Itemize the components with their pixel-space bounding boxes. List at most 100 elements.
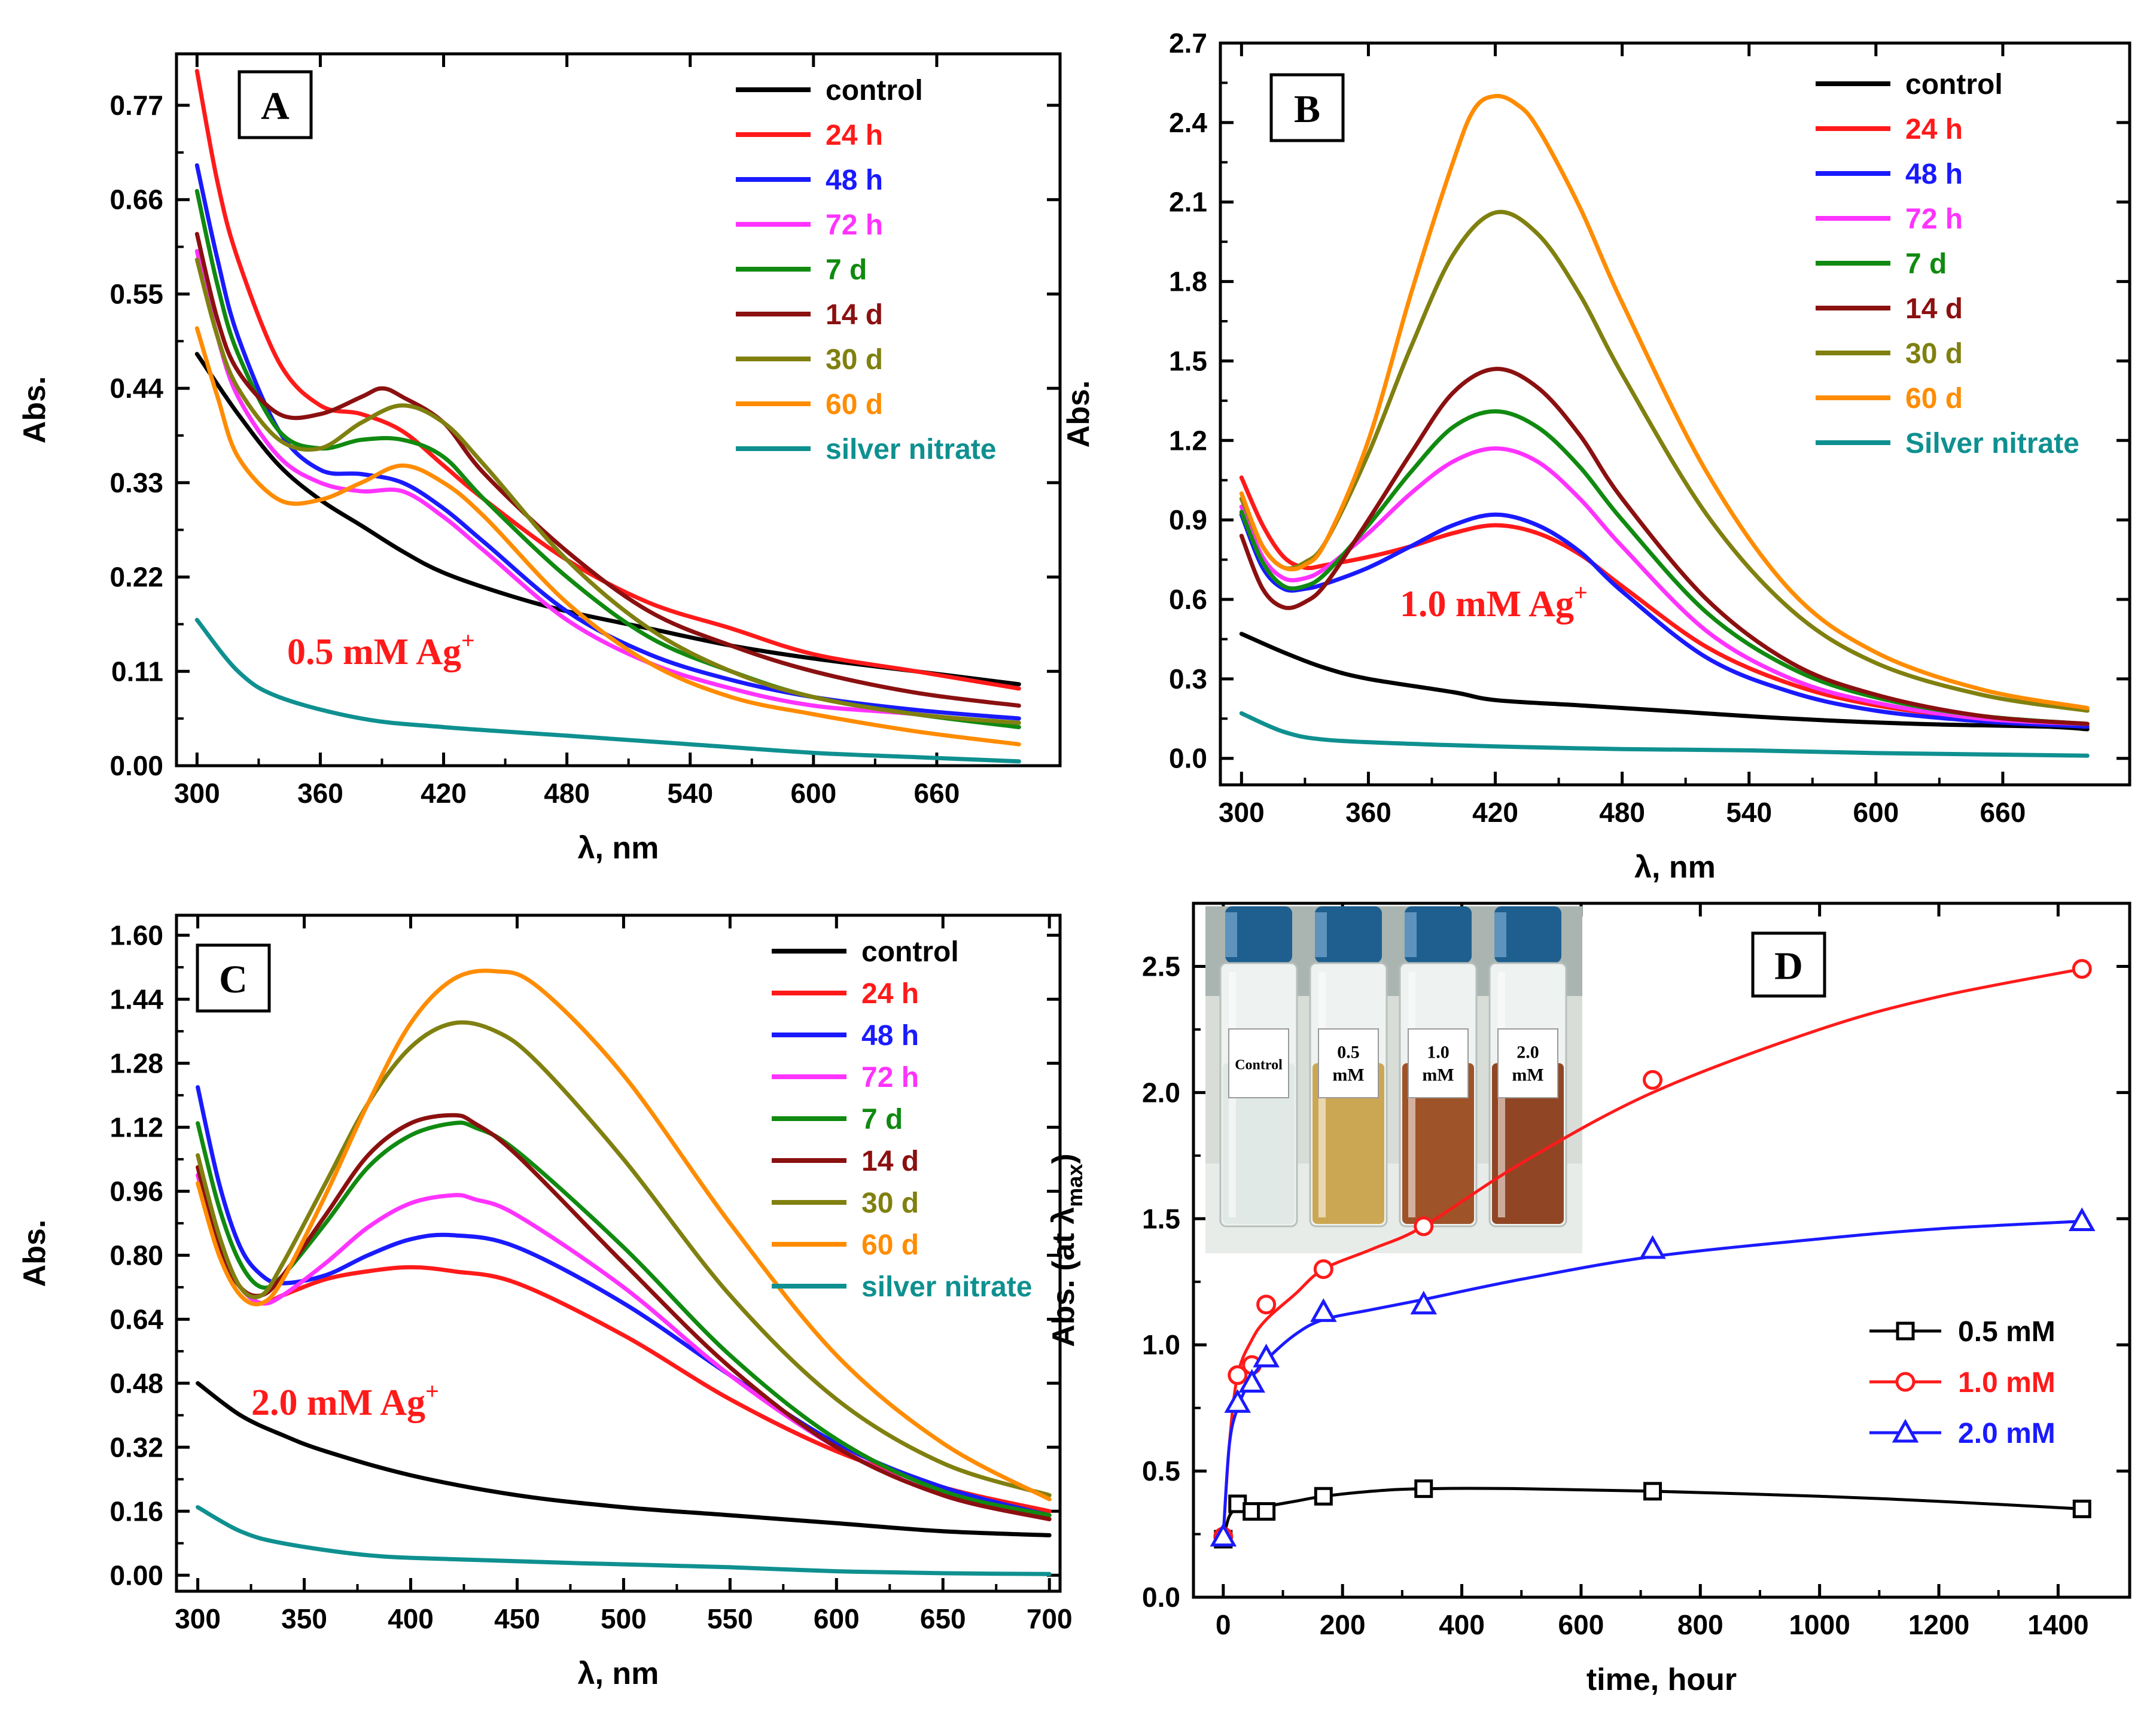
series-line-silver-nitrate	[196, 1505, 1052, 1576]
vial-cap-shine	[1225, 912, 1237, 957]
legend-label: 60 d	[861, 1229, 919, 1261]
y-tick-label: 1.8	[1169, 266, 1207, 297]
legend-label: 1.0 mM	[1958, 1367, 2055, 1399]
series-line-control	[196, 1381, 1052, 1537]
y-tick-label: 0.00	[109, 750, 163, 781]
data-point-triangle	[2068, 1207, 2096, 1231]
series-line-14-d	[194, 232, 1021, 708]
series-line-48-h	[1239, 512, 2090, 729]
x-tick-label: 360	[1345, 797, 1391, 828]
y-tick-label: 0.5	[1142, 1455, 1180, 1487]
data-point-triangle	[1410, 1290, 1438, 1315]
y-axis-title-sub: max	[1062, 1164, 1087, 1207]
legend-marker	[1892, 1418, 1919, 1443]
y-tick-label: 0.77	[109, 90, 163, 121]
x-tick-label: 480	[544, 778, 590, 809]
legend-label: 48 h	[861, 1020, 919, 1052]
y-tick-label: 0.96	[109, 1175, 163, 1207]
series-line-60-d	[1239, 93, 2090, 711]
panel-label-box	[1269, 73, 1345, 142]
y-axis-title: Abs.	[1061, 380, 1096, 448]
x-axis-title: λ, nm	[578, 831, 659, 866]
plot-frame	[1192, 901, 2131, 1599]
vial-cap	[1225, 906, 1292, 963]
data-point-square	[1643, 1482, 1662, 1501]
vial-label	[1228, 1028, 1289, 1098]
legend-label: 7 d	[861, 1104, 903, 1135]
vial-label	[1318, 1028, 1379, 1098]
legend-label: control	[826, 75, 923, 106]
concentration-superscript: +	[1574, 579, 1588, 606]
data-point-square	[2072, 1499, 2091, 1518]
series-line-silver-nitrate	[1239, 711, 2090, 758]
concentration-text: 2.0 mM Ag	[251, 1382, 425, 1423]
series-line-72-h	[194, 249, 1021, 729]
panel-a: 300 360 420 480 540 600 660 0.00 0.11 0.22 0.33 0.4…	[17, 52, 1062, 866]
x-tick-label: 420	[421, 778, 467, 809]
data-point-circle	[1414, 1216, 1434, 1236]
legend-label: 60 d	[826, 389, 883, 421]
panel-label: A	[261, 84, 290, 128]
concentration-label: 2.0 mM Ag+	[251, 1378, 439, 1423]
y-tick-label: 0.64	[109, 1303, 163, 1335]
x-tick-label: 800	[1677, 1609, 1723, 1640]
x-tick-label: 420	[1472, 797, 1518, 828]
panel-d: 0 200 400 600 800 1000 1200 1400 0.0 0.5 1.0 1.5 2.0…	[1046, 901, 2131, 1697]
x-tick-label: 600	[790, 778, 836, 809]
series-group	[1239, 93, 2090, 758]
x-tick-label: 600	[1558, 1609, 1604, 1640]
concentration-text: 1.0 mM Ag	[1400, 584, 1574, 625]
x-tick-label: 480	[1599, 797, 1645, 828]
legend-label: 30 d	[1905, 338, 1963, 370]
series-line-control	[194, 352, 1021, 687]
legend-label: 24 h	[1905, 114, 1963, 145]
y-tick-label: 0.80	[109, 1239, 163, 1271]
panel-label-box	[237, 70, 313, 139]
series-line-30-d	[194, 257, 1021, 725]
panel-c: 300 350 400 450 500 550 600 650 700 0.00 0.16 0.32 0…	[17, 913, 1073, 1691]
vial-label-text: mM	[1422, 1065, 1454, 1085]
y-tick-label: 0.55	[109, 278, 163, 309]
legend-label: 48 h	[1905, 159, 1963, 190]
y-tick-label: 0.33	[109, 467, 163, 498]
vial-cap-shine	[1494, 912, 1506, 957]
plot-frame	[1219, 41, 2131, 787]
legend-label: 14 d	[861, 1146, 919, 1177]
series-line-24-h	[194, 69, 1021, 691]
series-line-24-h	[1239, 475, 2090, 729]
y-tick-label: 1.12	[109, 1111, 163, 1143]
series-line-silver-nitrate	[194, 617, 1021, 764]
vial-cap	[1405, 906, 1472, 963]
y-axis-title: Abs.	[17, 1220, 52, 1287]
data-point-square	[1257, 1502, 1276, 1521]
vial-liquid	[1402, 1063, 1474, 1224]
vial-label-text: 2.0	[1516, 1043, 1539, 1062]
x-tick-label: 1400	[2027, 1609, 2088, 1640]
data-point-triangle	[1224, 1389, 1251, 1413]
x-axis-title: time, hour	[1586, 1662, 1737, 1697]
x-axis-title: λ, nm	[1634, 850, 1716, 885]
legend-label: 0.5 mM	[1958, 1316, 2055, 1348]
legend-label: 2.0 mM	[1958, 1418, 2055, 1449]
legend-label: 14 d	[826, 299, 883, 331]
series-line-60-d	[194, 326, 1021, 747]
panel-label: C	[219, 958, 248, 1001]
series-group	[194, 69, 1021, 764]
x-tick-label: 200	[1320, 1609, 1366, 1640]
legend-label: 72 h	[1905, 203, 1963, 235]
data-point-triangle	[1310, 1298, 1337, 1322]
y-tick-label: 0.11	[111, 656, 163, 687]
y-tick-label: 1.5	[1142, 1203, 1180, 1234]
concentration-text: 0.5 mM Ag	[287, 632, 461, 672]
vial-label	[1497, 1028, 1558, 1098]
y-tick-label: 1.28	[109, 1047, 163, 1079]
concentration-superscript: +	[425, 1378, 439, 1405]
y-tick-label: 0.48	[109, 1368, 163, 1399]
data-point-circle	[1228, 1365, 1248, 1385]
x-tick-label: 300	[174, 778, 220, 809]
series-line-14-d	[1239, 367, 2090, 726]
legend-label: 72 h	[826, 209, 883, 241]
y-tick-label: 2.5	[1142, 951, 1180, 982]
panel-label: D	[1774, 945, 1803, 988]
